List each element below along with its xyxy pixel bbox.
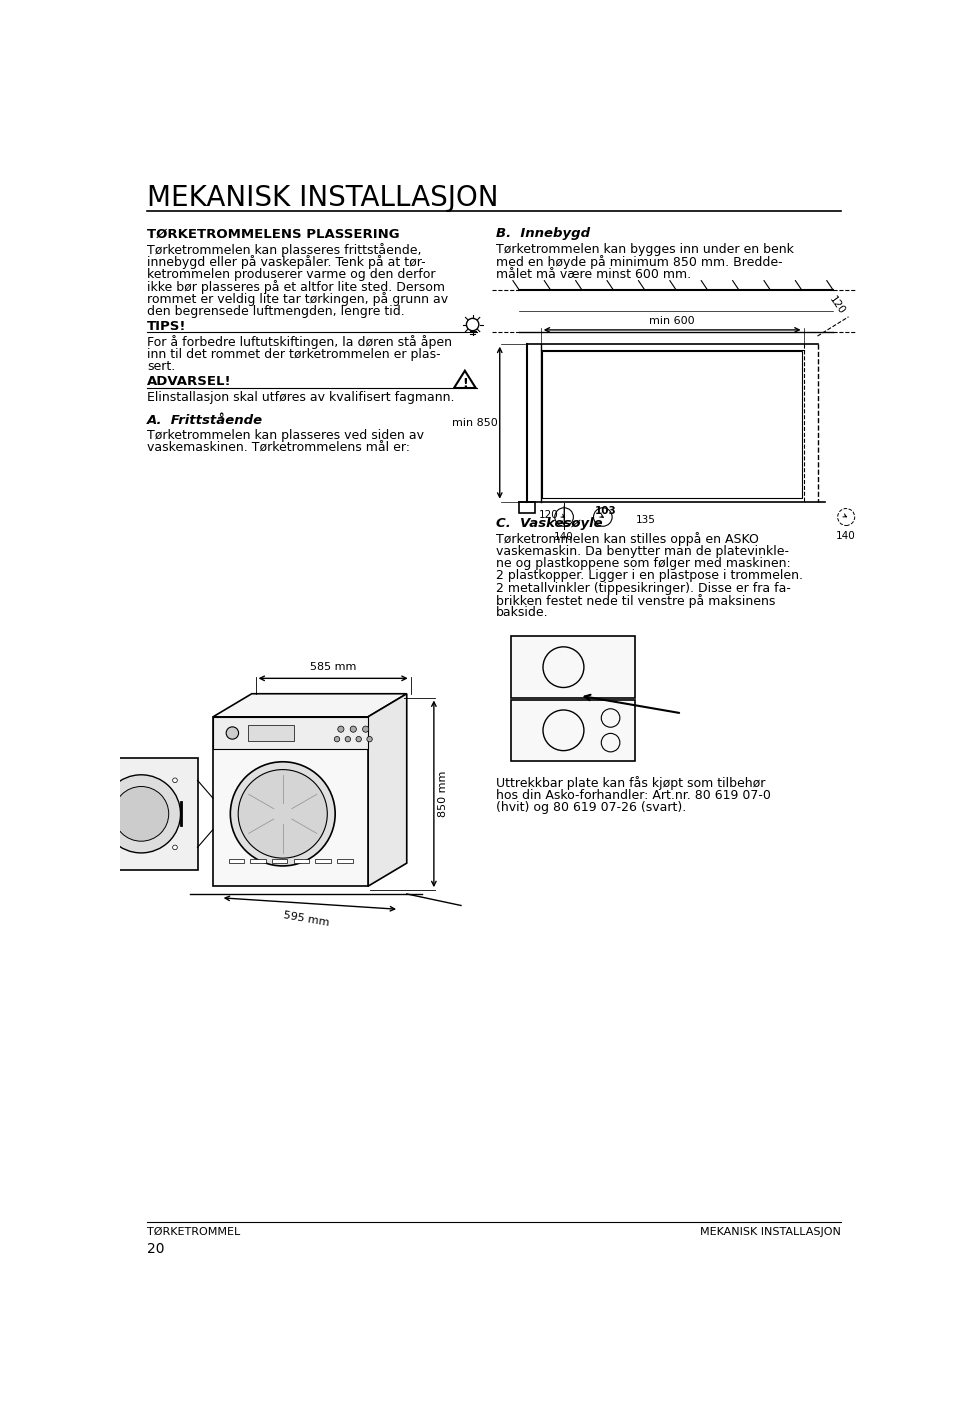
Text: 140: 140 [836,531,856,541]
Text: inn til det rommet der tørketrommelen er plas-: inn til det rommet der tørketrommelen er… [147,348,441,361]
Circle shape [338,726,344,732]
Circle shape [173,845,178,850]
Bar [213,716,368,887]
Bar [294,858,309,863]
Bar [251,858,266,863]
Text: MEKANISK INSTALLASJON: MEKANISK INSTALLASJON [147,185,498,212]
Circle shape [350,726,356,732]
Circle shape [367,736,372,742]
Text: 595 mm: 595 mm [282,909,329,928]
Text: 850 mm: 850 mm [438,770,447,817]
Text: rommet er veldig lite tar tørkingen, på grunn av: rommet er veldig lite tar tørkingen, på … [147,293,448,306]
Text: min 600: min 600 [649,315,695,325]
Circle shape [346,736,350,742]
Polygon shape [368,693,407,887]
Text: Tørketrommelen kan plasseres frittstående,: Tørketrommelen kan plasseres frittståend… [147,243,421,257]
Text: ketrommelen produserer varme og den derfor: ketrommelen produserer varme og den derf… [147,267,436,280]
Text: Tørketrommelen kan stilles oppå en ASKO: Tørketrommelen kan stilles oppå en ASKO [496,533,758,547]
Text: TØRKETROMMELENS PLASSERING: TØRKETROMMELENS PLASSERING [147,227,399,240]
Text: ne og plastkoppene som følger med maskinen:: ne og plastkoppene som følger med maskin… [496,557,791,570]
Text: brikken festet nede til venstre på maksinens: brikken festet nede til venstre på maksi… [496,594,776,608]
Circle shape [363,726,369,732]
Text: Elinstallasjon skal utføres av kvalifisert fagmann.: Elinstallasjon skal utføres av kvalifise… [147,391,455,404]
Text: TØRKETROMMEL: TØRKETROMMEL [147,1226,240,1236]
Bar [519,502,535,513]
Circle shape [238,770,327,858]
Bar [512,699,636,762]
Text: B.  Innebygd: B. Innebygd [496,227,590,240]
Bar [248,725,295,740]
Circle shape [173,777,178,783]
Text: TIPS!: TIPS! [147,320,186,333]
Circle shape [356,736,361,742]
Bar [542,351,802,497]
Text: vaskemaskinen. Tørketrommelens mål er:: vaskemaskinen. Tørketrommelens mål er: [147,442,410,455]
Circle shape [230,762,335,865]
Text: hos din Asko-forhandler: Art.nr. 80 619 07-0: hos din Asko-forhandler: Art.nr. 80 619 … [496,789,771,801]
Text: vaskemaskin. Da benytter man de platevinkle-: vaskemaskin. Da benytter man de platevin… [496,544,789,557]
Text: 140: 140 [554,533,574,543]
Text: MEKANISK INSTALLASJON: MEKANISK INSTALLASJON [700,1226,841,1236]
Text: Tørketrommelen kan bygges inn under en benk: Tørketrommelen kan bygges inn under en b… [496,243,794,256]
Text: med en høyde på minimum 850 mm. Bredde-: med en høyde på minimum 850 mm. Bredde- [496,256,782,269]
Text: Uttrekkbar plate kan fås kjøpt som tilbehør: Uttrekkbar plate kan fås kjøpt som tilbe… [496,776,765,790]
Text: C.  Vaskesøyle: C. Vaskesøyle [496,517,603,530]
Text: 120: 120 [539,510,559,520]
Circle shape [102,774,180,853]
Text: den begrensede luftmengden, lengre tid.: den begrensede luftmengden, lengre tid. [147,304,405,317]
Circle shape [113,786,169,841]
Text: innebygd eller på vaskepåler. Tenk på at tør-: innebygd eller på vaskepåler. Tenk på at… [147,256,425,269]
Bar [315,858,331,863]
Bar [272,858,287,863]
Text: !: ! [462,377,468,389]
Text: For å forbedre luftutskiftingen, la døren stå åpen: For å forbedre luftutskiftingen, la døre… [147,335,452,350]
Text: 585 mm: 585 mm [310,662,356,672]
Text: sert.: sert. [147,360,176,372]
Bar [337,858,352,863]
Text: bakside.: bakside. [496,607,548,620]
Bar [512,637,636,698]
Text: 120: 120 [828,294,847,317]
Bar [228,858,244,863]
Text: 2 metallvinkler (tippesikringer). Disse er fra fa-: 2 metallvinkler (tippesikringer). Disse … [496,581,791,595]
Text: (hvit) og 80 619 07-26 (svart).: (hvit) og 80 619 07-26 (svart). [496,801,686,814]
Text: 135: 135 [636,516,656,526]
Text: min 850: min 850 [451,418,497,428]
Text: målet må være minst 600 mm.: målet må være minst 600 mm. [496,267,691,280]
Polygon shape [213,693,407,716]
Text: 103: 103 [595,506,616,516]
Circle shape [105,777,109,783]
Bar [213,716,368,749]
Text: A.  Frittstående: A. Frittstående [147,414,263,426]
Text: 20: 20 [147,1242,164,1256]
Circle shape [105,845,109,850]
Bar [84,757,198,870]
Text: ADVARSEL!: ADVARSEL! [147,375,231,388]
Text: Tørketrommelen kan plasseres ved siden av: Tørketrommelen kan plasseres ved siden a… [147,429,424,442]
Circle shape [227,728,239,739]
Circle shape [334,736,340,742]
Text: 2 plastkopper. Ligger i en plastpose i trommelen.: 2 plastkopper. Ligger i en plastpose i t… [496,570,803,583]
Text: ikke bør plasseres på et altfor lite sted. Dersom: ikke bør plasseres på et altfor lite ste… [147,280,445,294]
